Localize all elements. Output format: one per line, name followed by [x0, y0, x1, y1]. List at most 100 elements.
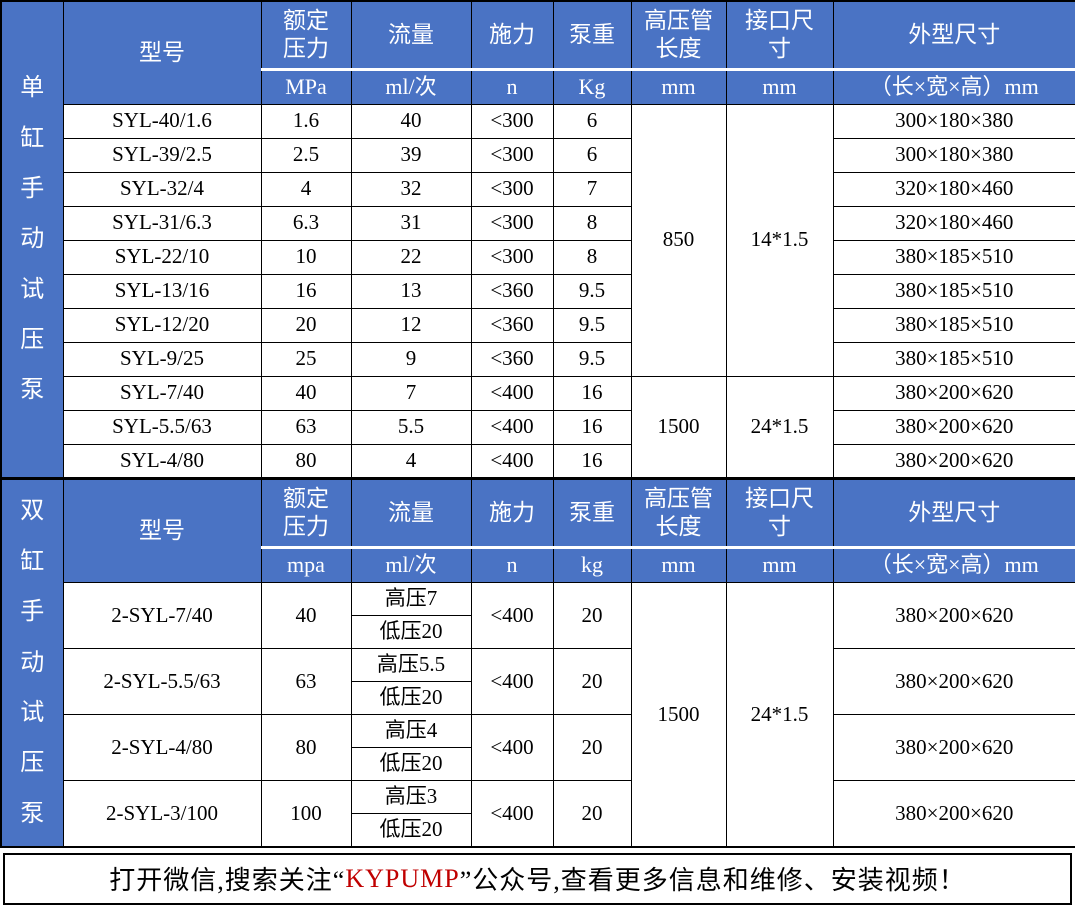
units-row: MPa ml/次 n Kg mm mm （长×宽×高）mm — [1, 68, 1075, 105]
pressure-cell: 63 — [260, 648, 352, 715]
weight-cell: 6 — [552, 103, 632, 139]
dimensions-cell: 380×185×510 — [832, 273, 1075, 309]
spec-row: SYL-31/6.3 6.3 31 <300 8 320×180×460 — [1, 205, 1075, 241]
pressure-cell: 6.3 — [260, 205, 352, 241]
interface-size-cell: 14*1.5 — [725, 103, 834, 377]
spec-row: 低压20 — [1, 681, 1075, 715]
interface-size-cell: 24*1.5 — [725, 582, 834, 847]
dimensions-cell: 380×200×620 — [832, 443, 1075, 479]
spec-row: SYL-32/4 4 32 <300 7 320×180×460 — [1, 171, 1075, 207]
header-row: 双 缸 手 动 试 压 泵 型号 额定压力 流量 施力 泵重 高压管长度 接口尺… — [0, 479, 1075, 847]
section-label-double-cylinder: 双 缸 手 动 试 压 泵 — [0, 479, 64, 847]
unit-weight: Kg — [552, 68, 632, 105]
spec-row: 2-SYL-5.5/63 63 高压5.5 <400 20 380×200×620 — [1, 648, 1075, 715]
pressure-cell: 25 — [260, 341, 352, 377]
force-cell: <360 — [470, 307, 554, 343]
spec-row: SYL-7/40 40 7 <400 16 1500 24*1.5 380×200×620 — [1, 375, 1075, 479]
force-cell: <300 — [470, 137, 554, 173]
dimensions-cell: 300×180×380 — [832, 103, 1075, 139]
model-cell: 2-SYL-5.5/63 — [62, 648, 262, 715]
model-cell: SYL-39/2.5 — [62, 137, 262, 173]
weight-cell: 9.5 — [552, 341, 632, 377]
spec-row: SYL-13/16 16 13 <360 9.5 380×185×510 — [1, 273, 1075, 309]
column-header-pipe-length: 高压管长度 — [630, 0, 727, 71]
force-cell: <400 — [470, 409, 554, 445]
single-cylinder-table: 单 缸 手 动 试 压 泵 型号 额定压力 流量 施力 泵重 高压管长度 接口尺… — [0, 0, 1075, 479]
unit-pressure: mpa — [260, 547, 352, 583]
unit-pipe-length: mm — [630, 68, 727, 105]
pressure-cell: 40 — [260, 375, 352, 411]
weight-cell: 6 — [552, 137, 632, 173]
dimensions-cell: 380×185×510 — [832, 341, 1075, 377]
spec-row: SYL-4/80 80 4 <400 16 380×200×620 — [1, 443, 1075, 479]
flow-cell: 4 — [350, 443, 472, 479]
pipe-length-cell: 1500 — [630, 582, 727, 847]
force-cell: <300 — [470, 205, 554, 241]
column-header-pressure: 额定压力 — [260, 479, 352, 549]
column-header-model: 型号 — [62, 479, 262, 583]
spec-row: SYL-9/25 25 9 <360 9.5 380×185×510 — [1, 341, 1075, 377]
spec-row: 2-SYL-7/40 40 高压7 <400 20 1500 24*1.5 380×200×6… — [1, 582, 1075, 847]
footer-notice: 打开微信,搜索关注“ KYPUMP ”公众号,查看更多信息和维修、安装视频！ — [3, 852, 1072, 905]
column-header-interface-size: 接口尺寸 — [725, 479, 834, 549]
unit-flow: ml/次 — [350, 547, 472, 583]
footer-text-prefix: 打开微信,搜索关注“ — [109, 866, 346, 895]
flow-low-pressure-cell: 低压20 — [350, 681, 472, 715]
spec-row: SYL-22/10 10 22 <300 8 380×185×510 — [1, 239, 1075, 275]
dimensions-cell: 380×185×510 — [832, 307, 1075, 343]
force-cell: <400 — [470, 582, 554, 649]
flow-high-pressure-cell: 高压5.5 — [350, 648, 472, 682]
column-header-force: 施力 — [470, 0, 554, 71]
unit-flow: ml/次 — [350, 68, 472, 105]
force-cell: <400 — [470, 375, 554, 411]
column-header-pipe-length: 高压管长度 — [630, 479, 727, 549]
spec-row: SYL-12/20 20 12 <360 9.5 380×185×510 — [1, 307, 1075, 343]
unit-force: n — [470, 547, 554, 583]
model-cell: SYL-40/1.6 — [62, 103, 262, 139]
pressure-cell: 20 — [260, 307, 352, 343]
weight-cell: 20 — [552, 582, 632, 649]
pressure-cell: 1.6 — [260, 103, 352, 139]
section-label-single-cylinder: 单 缸 手 动 试 压 泵 — [0, 0, 64, 479]
flow-cell: 12 — [350, 307, 472, 343]
model-cell: SYL-31/6.3 — [62, 205, 262, 241]
model-cell: SYL-7/40 — [62, 375, 262, 411]
flow-low-pressure-cell: 低压20 — [350, 813, 472, 847]
model-cell: SYL-32/4 — [62, 171, 262, 207]
column-header-weight: 泵重 — [552, 479, 632, 549]
flow-cell: 9 — [350, 341, 472, 377]
pressure-cell: 10 — [260, 239, 352, 275]
flow-cell: 31 — [350, 205, 472, 241]
model-cell: SYL-12/20 — [62, 307, 262, 343]
double-cylinder-table: 双 缸 手 动 试 压 泵 型号 额定压力 流量 施力 泵重 高压管长度 接口尺… — [0, 479, 1075, 848]
dimensions-cell: 380×200×620 — [832, 375, 1075, 411]
flow-cell: 39 — [350, 137, 472, 173]
flow-low-pressure-cell: 低压20 — [350, 747, 472, 781]
spec-row: SYL-5.5/63 63 5.5 <400 16 380×200×620 — [1, 409, 1075, 445]
force-cell: <300 — [470, 103, 554, 139]
weight-cell: 20 — [552, 780, 632, 847]
weight-cell: 20 — [552, 648, 632, 715]
spec-row: 低压20 — [1, 747, 1075, 781]
header-row: 单 缸 手 动 试 压 泵 型号 额定压力 流量 施力 泵重 高压管长度 接口尺… — [0, 0, 1075, 479]
dimensions-cell: 380×200×620 — [832, 648, 1075, 715]
flow-cell: 7 — [350, 375, 472, 411]
brand-name: KYPUMP — [345, 863, 460, 893]
unit-dimensions: （长×宽×高）mm — [832, 547, 1075, 583]
unit-pressure: MPa — [260, 68, 352, 105]
spec-row: SYL-40/1.6 1.6 40 <300 6 850 14*1.5 300×180×380 — [1, 103, 1075, 377]
pressure-cell: 63 — [260, 409, 352, 445]
unit-interface-size: mm — [725, 547, 834, 583]
pressure-cell: 40 — [260, 582, 352, 649]
dimensions-cell: 300×180×380 — [832, 137, 1075, 173]
dimensions-cell: 380×200×620 — [832, 409, 1075, 445]
model-cell: 2-SYL-3/100 — [62, 780, 262, 847]
spec-row: 2-SYL-4/80 80 高压4 <400 20 380×200×620 — [1, 714, 1075, 781]
column-header-flow: 流量 — [350, 479, 472, 549]
flow-high-pressure-cell: 高压4 — [350, 714, 472, 748]
flow-cell: 13 — [350, 273, 472, 309]
spec-row: SYL-39/2.5 2.5 39 <300 6 300×180×380 — [1, 137, 1075, 173]
weight-cell: 16 — [552, 443, 632, 479]
spec-row: 低压20 — [1, 813, 1075, 847]
